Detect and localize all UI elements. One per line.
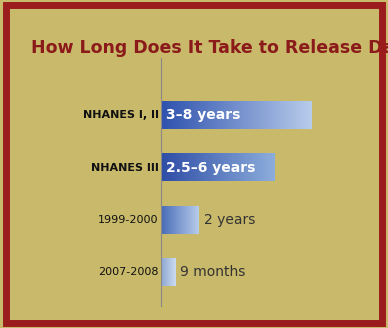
Text: 3–8 years: 3–8 years (166, 108, 241, 122)
Text: 2007-2008: 2007-2008 (98, 267, 159, 277)
Text: NHANES III: NHANES III (91, 163, 159, 173)
Text: NHANES I, II: NHANES I, II (83, 110, 159, 120)
Text: 1999-2000: 1999-2000 (98, 215, 159, 225)
Text: 2 years: 2 years (204, 213, 255, 227)
Text: How Long Does It Take to Release Data?: How Long Does It Take to Release Data? (31, 39, 388, 57)
Text: 2.5–6 years: 2.5–6 years (166, 161, 255, 174)
Text: 9 months: 9 months (180, 265, 246, 279)
